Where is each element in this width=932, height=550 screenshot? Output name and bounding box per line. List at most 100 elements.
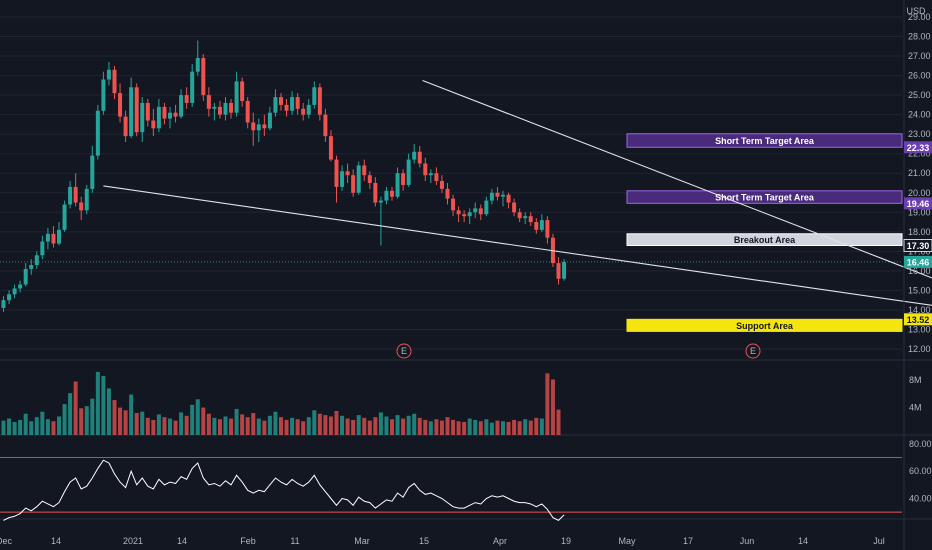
zone-target-1[interactable] xyxy=(626,190,903,204)
price-zones[interactable]: Short Term Target Area Short Term Target … xyxy=(626,133,903,332)
candle-body[interactable] xyxy=(217,106,222,115)
candle-body[interactable] xyxy=(428,173,433,176)
candle-body[interactable] xyxy=(151,120,156,129)
candle-body[interactable] xyxy=(462,214,467,217)
candle-body[interactable] xyxy=(373,183,378,203)
candle-body[interactable] xyxy=(106,69,111,80)
candle-body[interactable] xyxy=(384,190,389,201)
candle-body[interactable] xyxy=(323,114,328,137)
zone-support-3[interactable] xyxy=(626,318,903,332)
candle-body[interactable] xyxy=(478,208,483,215)
candle-body[interactable] xyxy=(101,79,106,111)
candle-body[interactable] xyxy=(401,173,406,185)
candle-body[interactable] xyxy=(45,233,50,242)
candle-body[interactable] xyxy=(284,104,289,111)
candle-body[interactable] xyxy=(556,263,561,279)
zone-target-0[interactable] xyxy=(626,133,903,148)
candle-body[interactable] xyxy=(90,155,95,189)
candle-body[interactable] xyxy=(23,268,28,285)
candle-body[interactable] xyxy=(545,220,550,238)
candle-body[interactable] xyxy=(279,97,283,105)
candle-body[interactable] xyxy=(290,97,295,111)
candle-body[interactable] xyxy=(245,100,250,123)
candle-body[interactable] xyxy=(95,110,100,156)
candle-body[interactable] xyxy=(234,81,239,113)
candle-body[interactable] xyxy=(173,112,178,117)
candle-body[interactable] xyxy=(439,181,444,189)
candle-body[interactable] xyxy=(206,95,211,109)
candle-body[interactable] xyxy=(345,171,350,176)
candle-body[interactable] xyxy=(489,192,494,201)
candle-body[interactable] xyxy=(445,188,450,199)
candle-body[interactable] xyxy=(395,173,400,197)
candle-body[interactable] xyxy=(512,202,517,213)
candle-body[interactable] xyxy=(140,102,145,133)
candle-body[interactable] xyxy=(62,204,67,230)
candle-body[interactable] xyxy=(467,212,472,217)
time-axis[interactable]: Dec 14 2021 14 Feb 11 Mar 15 Apr 19 May 17 Jun 14 Jul xyxy=(0,536,885,546)
candle-body[interactable] xyxy=(129,87,134,137)
candle-body[interactable] xyxy=(473,208,478,213)
candle-body[interactable] xyxy=(134,87,139,133)
candle-body[interactable] xyxy=(362,165,367,176)
trendline-lower[interactable] xyxy=(103,185,932,319)
candle-body[interactable] xyxy=(156,106,161,129)
candle-body[interactable] xyxy=(317,87,322,115)
candle-body[interactable] xyxy=(195,58,200,72)
candle-body[interactable] xyxy=(40,241,45,256)
price-axis[interactable]: 29.00 28.00 27.00 26.00 25.00 24.00 23.00 22.00… xyxy=(903,0,931,550)
candle-body[interactable] xyxy=(539,220,544,230)
candle-body[interactable] xyxy=(112,69,117,94)
candle-body[interactable] xyxy=(495,192,500,197)
candle-body[interactable] xyxy=(229,102,234,113)
earnings-marker[interactable] xyxy=(396,343,412,359)
candle-body[interactable] xyxy=(334,159,339,187)
candle-body[interactable] xyxy=(184,95,189,103)
candle-body[interactable] xyxy=(484,200,489,215)
trendline-upper[interactable] xyxy=(422,79,932,313)
candle-body[interactable] xyxy=(73,186,78,203)
candle-body[interactable] xyxy=(212,106,217,109)
candle-body[interactable] xyxy=(367,175,372,183)
candle-body[interactable] xyxy=(273,97,278,113)
candle-body[interactable] xyxy=(251,122,256,131)
candle-body[interactable] xyxy=(312,87,317,105)
candle-body[interactable] xyxy=(201,58,206,96)
candle-body[interactable] xyxy=(223,102,228,115)
candle-body[interactable] xyxy=(240,81,245,101)
candle-body[interactable] xyxy=(390,190,394,197)
candle-body[interactable] xyxy=(534,222,539,230)
candle-body[interactable] xyxy=(118,93,123,117)
candle-body[interactable] xyxy=(51,233,56,244)
candle-body[interactable] xyxy=(34,255,39,266)
candle-body[interactable] xyxy=(356,165,361,193)
candle-body[interactable] xyxy=(179,95,184,117)
candle-body[interactable] xyxy=(412,151,417,160)
candle-body[interactable] xyxy=(301,108,306,115)
candle-body[interactable] xyxy=(68,186,73,205)
candle-body[interactable] xyxy=(417,151,422,164)
candle-body[interactable] xyxy=(7,294,12,301)
candle-body[interactable] xyxy=(351,175,356,193)
candle-body[interactable] xyxy=(145,102,150,121)
candle-body[interactable] xyxy=(434,173,439,182)
candle-body[interactable] xyxy=(262,124,267,129)
candle-body[interactable] xyxy=(57,229,61,244)
zone-breakout-2[interactable] xyxy=(626,233,903,246)
candle-body[interactable] xyxy=(18,284,23,289)
candle-body[interactable] xyxy=(190,71,195,103)
candle-body[interactable] xyxy=(501,194,505,197)
candle-body[interactable] xyxy=(168,112,172,119)
candle-body[interactable] xyxy=(406,159,411,185)
candle-body[interactable] xyxy=(523,216,528,219)
candle-body[interactable] xyxy=(79,202,84,211)
earnings-marker[interactable] xyxy=(745,343,761,359)
candle-body[interactable] xyxy=(267,112,272,129)
candlestick-series[interactable] xyxy=(1,40,567,312)
candle-body[interactable] xyxy=(562,261,567,279)
candle-body[interactable] xyxy=(29,265,34,269)
candle-body[interactable] xyxy=(1,300,6,308)
candle-body[interactable] xyxy=(378,200,383,203)
